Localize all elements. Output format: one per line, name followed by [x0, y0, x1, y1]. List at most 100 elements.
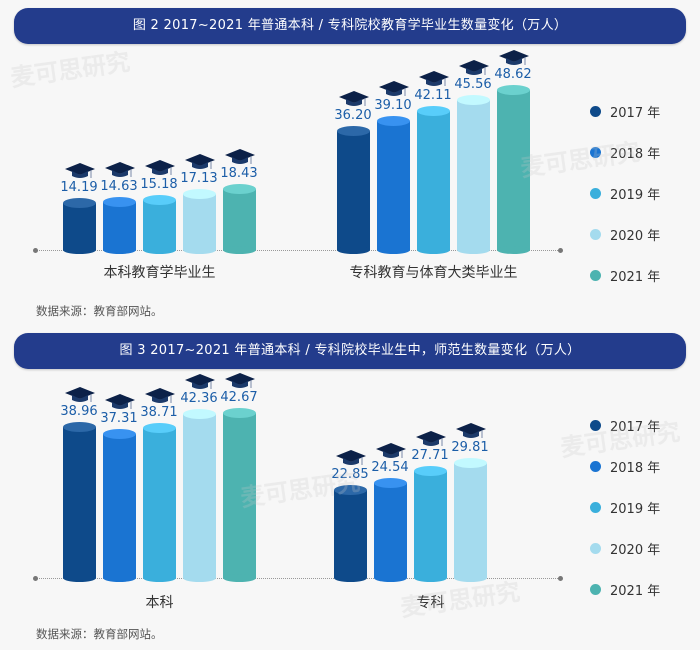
legend-item: 2018 年: [590, 457, 660, 476]
graduation-cap-icon: [225, 149, 255, 167]
bar-value-label: 42.36: [180, 391, 218, 407]
legend-swatch: [590, 502, 601, 513]
axis-end-dot: [33, 576, 38, 581]
bar-value-label: 42.67: [220, 390, 258, 405]
bar-2020: [454, 457, 487, 582]
category-label: 本科: [145, 595, 174, 611]
graduation-cap-icon: [145, 388, 175, 406]
graduation-cap-icon: [499, 50, 529, 68]
legend-swatch: [590, 106, 601, 117]
legend-item: 2017 年: [590, 102, 660, 121]
bar-2021: [497, 85, 530, 254]
bar-2018: [377, 116, 410, 254]
x-axis-baseline: [35, 250, 560, 251]
bar-value-label: 45.56: [454, 77, 492, 93]
axis-end-dot: [558, 576, 563, 581]
bar-2017: [63, 198, 96, 254]
bar-value-label: 29.81: [451, 439, 489, 455]
category-label: 专科: [416, 595, 445, 611]
category-label: 专科教育与体育大类毕业生: [349, 265, 518, 281]
legend-item: 2019 年: [590, 184, 660, 203]
bar-value-label: 38.71: [140, 405, 178, 421]
bar-value-label: 22.85: [331, 466, 369, 482]
bar-2018: [103, 428, 136, 582]
figure-3-title: 图 3 2017~2021 年普通本科 / 专科院校毕业生中，师范生数量变化（万…: [14, 333, 686, 369]
graduation-cap-icon: [336, 449, 366, 468]
bar-2021: [223, 184, 256, 254]
figure-3-source: 数据来源：教育部网站。: [36, 627, 163, 641]
bar-2018: [374, 478, 407, 582]
x-axis-baseline: [35, 578, 560, 579]
legend-label: 2021 年: [610, 270, 661, 285]
bar-2021: [223, 408, 256, 582]
graduation-cap-icon: [65, 163, 95, 181]
bar-2020: [183, 409, 216, 582]
legend-swatch: [590, 420, 601, 431]
graduation-cap-icon: [419, 71, 449, 89]
legend-label: 2020 年: [610, 229, 661, 244]
legend-label: 2017 年: [610, 106, 661, 121]
legend-label: 2018 年: [610, 461, 661, 476]
legend-swatch: [590, 188, 601, 199]
legend-label: 2019 年: [610, 502, 661, 517]
graduation-cap-icon: [145, 160, 175, 178]
graduation-cap-icon: [65, 387, 95, 405]
graduation-cap-icon: [339, 90, 369, 109]
legend-swatch: [590, 584, 601, 595]
bar-value-label: 14.63: [100, 178, 138, 194]
bar-value-label: 42.11: [414, 88, 452, 104]
legend-item: 2020 年: [590, 225, 660, 244]
legend-label: 2017 年: [610, 420, 661, 435]
bar-2019: [143, 423, 176, 582]
graduation-cap-icon: [459, 60, 489, 78]
figure-2-title: 图 2 2017~2021 年普通本科 / 专科院校教育学毕业生数量变化（万人）: [14, 8, 686, 44]
bar-2017: [337, 125, 370, 254]
bar-value-label: 48.62: [494, 67, 532, 82]
legend-label: 2021 年: [610, 584, 661, 599]
bar-value-label: 15.18: [140, 177, 178, 193]
legend-label: 2019 年: [610, 188, 661, 203]
category-label: 本科教育学毕业生: [103, 265, 216, 281]
legend-swatch: [590, 229, 601, 240]
graduation-cap-icon: [456, 422, 486, 441]
legend-item: 2021 年: [590, 580, 660, 599]
graduation-cap-icon: [105, 393, 135, 412]
axis-end-dot: [33, 248, 38, 253]
figure-2-source: 数据来源：教育部网站。: [36, 304, 163, 318]
graduation-cap-icon: [376, 443, 406, 461]
legend-label: 2020 年: [610, 543, 661, 558]
axis-end-dot: [558, 248, 563, 253]
bar-value-label: 17.13: [180, 170, 218, 186]
bar-2017: [63, 422, 96, 582]
graduation-cap-icon: [379, 81, 409, 99]
bar-value-label: 24.54: [371, 460, 409, 476]
bar-value-label: 27.71: [411, 447, 449, 463]
legend-item: 2018 年: [590, 143, 660, 162]
graduation-cap-icon: [185, 153, 215, 172]
bar-2018: [103, 196, 136, 254]
bar-value-label: 18.43: [220, 166, 258, 182]
bar-2017: [334, 484, 367, 582]
bar-2020: [457, 95, 490, 254]
graduation-cap-icon: [185, 374, 215, 392]
graduation-cap-icon: [416, 430, 446, 449]
legend-item: 2020 年: [590, 539, 660, 558]
legend-item: 2019 年: [590, 498, 660, 517]
legend-swatch: [590, 543, 601, 554]
graduation-cap-icon: [105, 161, 135, 180]
bar-2019: [143, 195, 176, 254]
legend-swatch: [590, 147, 601, 158]
legend-item: 2021 年: [590, 266, 660, 285]
watermark: 麦可思研究: [8, 47, 132, 93]
legend-swatch: [590, 461, 601, 472]
graduation-cap-icon: [225, 373, 255, 391]
legend-swatch: [590, 270, 601, 281]
bar-value-label: 36.20: [334, 107, 372, 123]
bar-value-label: 14.19: [60, 180, 98, 196]
bar-2019: [414, 465, 447, 582]
bar-value-label: 39.10: [374, 98, 412, 114]
bar-value-label: 38.96: [60, 404, 98, 420]
legend-label: 2018 年: [610, 147, 661, 162]
bar-2019: [417, 106, 450, 254]
legend-item: 2017 年: [590, 416, 660, 435]
